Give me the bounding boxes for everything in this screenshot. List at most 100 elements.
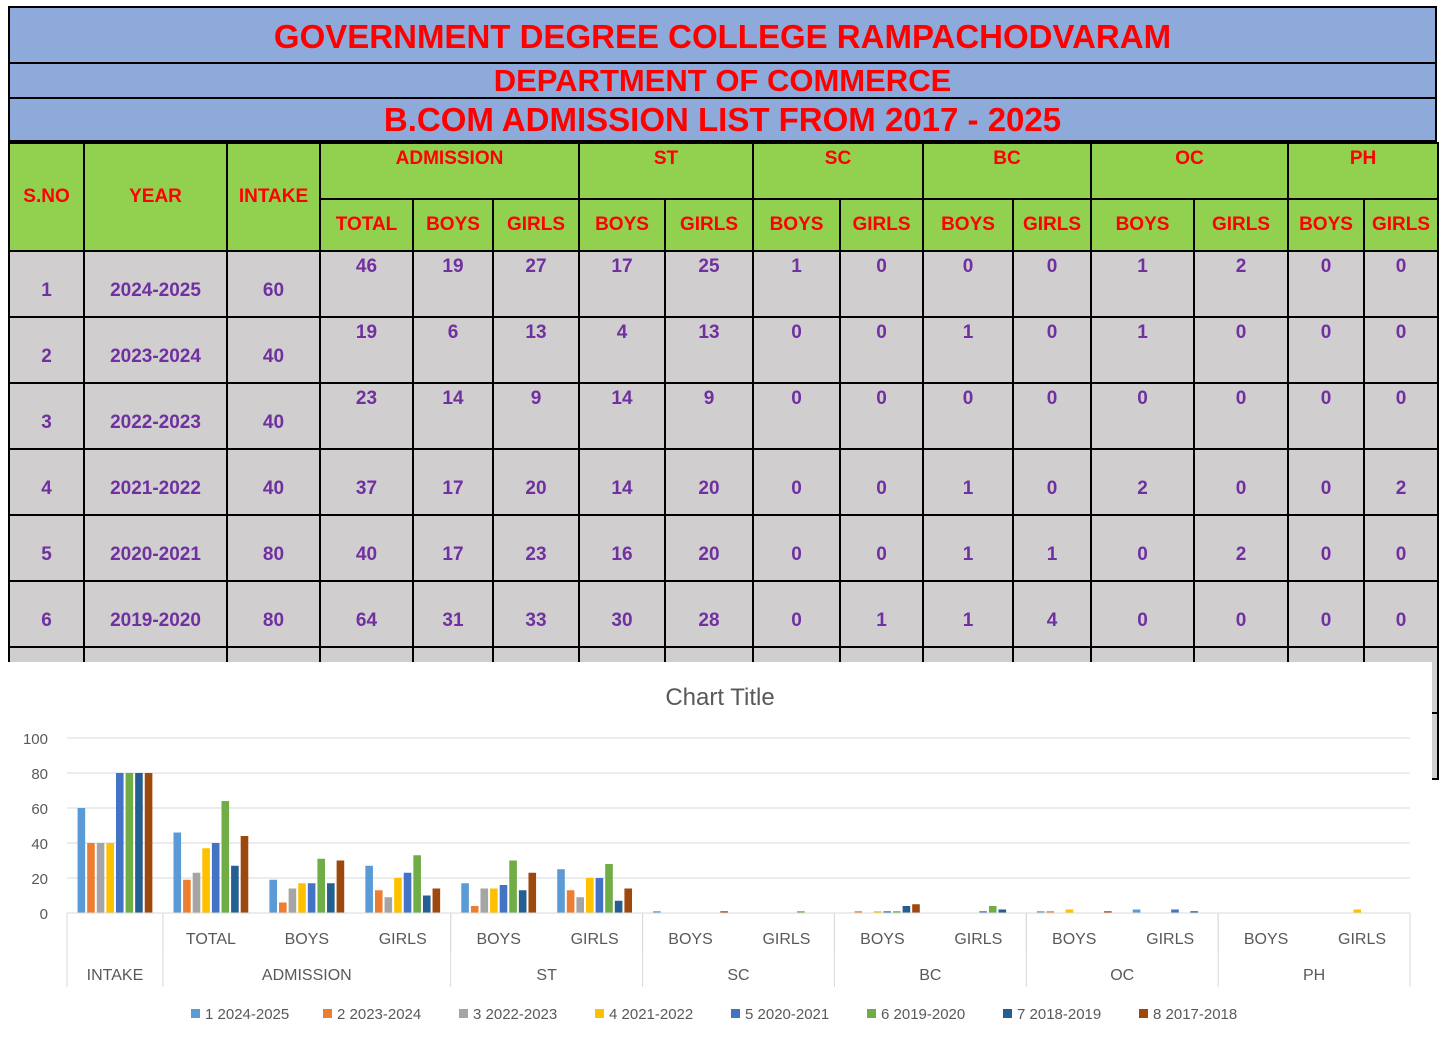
legend-label: 7 2018-2019 <box>1017 1006 1101 1023</box>
bar <box>1353 909 1362 913</box>
bar <box>211 843 220 913</box>
sub-header-girls: GIRLS <box>1011 198 1093 252</box>
bar <box>614 900 623 913</box>
y-tick-label: 0 <box>40 906 48 923</box>
y-tick-label: 60 <box>31 801 48 818</box>
bar <box>1036 911 1045 913</box>
cell-st-boys: 14 <box>578 448 666 516</box>
x-tick-label: BOYS <box>476 931 520 948</box>
cell-total: 40 <box>319 514 414 582</box>
cell-bc-girls: 0 <box>1011 382 1093 450</box>
cell-oc-girls: 0 <box>1193 382 1290 450</box>
cell-bc-girls: 1 <box>1011 514 1093 582</box>
table-row: 5 2020-2021 80 40 17 23 16 20 0 0 1 1 0 2 0 0 <box>8 514 1440 582</box>
cell-oc-girls: 0 <box>1193 580 1290 648</box>
cell-ph-boys: 0 <box>1287 514 1366 582</box>
bar <box>566 890 575 913</box>
cell-boys: 17 <box>412 448 494 516</box>
cell-intake: 80 <box>226 580 321 648</box>
cell-bc-girls: 4 <box>1011 580 1093 648</box>
group-label: OC <box>1110 967 1134 984</box>
legend-label: 6 2019-2020 <box>881 1006 965 1023</box>
bar <box>135 773 143 913</box>
bar <box>892 911 901 913</box>
cell-bc-boys: 1 <box>922 448 1014 516</box>
cell-oc-boys: 1 <box>1090 316 1196 384</box>
group-header-admission: ADMISSION <box>319 142 580 200</box>
admission-chart: Chart Title 0 20 40 60 80 100 TOTAL BOYS GIRLS BO… <box>8 662 1432 1041</box>
table-row: 6 2019-2020 80 64 31 33 30 28 0 1 1 4 0 0 0 0 <box>8 580 1440 648</box>
bar <box>509 860 517 913</box>
cell-oc-girls: 2 <box>1193 514 1290 582</box>
bar <box>595 878 604 913</box>
cell-sno: 4 <box>8 448 85 516</box>
x-tick-label: BOYS <box>285 931 329 948</box>
chart-plot: 0 20 40 60 80 100 TOTAL BOYS GIRLS BOYS GIRLS BOYS G… <box>23 731 1411 1023</box>
sub-header-girls: GIRLS <box>492 198 580 252</box>
cell-sc-boys: 0 <box>752 448 841 516</box>
col-header-intake: INTAKE <box>226 142 321 252</box>
cell-sno: 1 <box>8 250 85 318</box>
x-tick-label: GIRLS <box>1338 931 1386 948</box>
cell-ph-girls: 0 <box>1363 250 1440 318</box>
cell-total: 46 <box>319 250 414 318</box>
x-tick-label: BOYS <box>668 931 712 948</box>
sub-header-girls: GIRLS <box>664 198 754 252</box>
y-tick-label: 100 <box>23 731 48 748</box>
cell-bc-girls: 0 <box>1011 448 1093 516</box>
legend-swatch <box>191 1009 200 1018</box>
bar <box>797 911 805 913</box>
bar <box>653 911 661 913</box>
legend-swatch <box>731 1009 740 1018</box>
x-tick-label: TOTAL <box>186 931 236 948</box>
bar <box>1171 909 1179 913</box>
x-tick-label: GIRLS <box>762 931 810 948</box>
y-tick-label: 20 <box>31 871 48 888</box>
bar <box>461 883 469 913</box>
department-title: DEPARTMENT OF COMMERCE <box>8 64 1437 99</box>
x-tick-label: BOYS <box>1052 931 1096 948</box>
cell-boys: 31 <box>412 580 494 648</box>
table-row: 3 2022-2023 40 23 14 9 14 9 0 0 0 0 0 0 0 0 <box>8 382 1440 450</box>
cell-sno: 2 <box>8 316 85 384</box>
bar <box>413 855 421 913</box>
group-label: BC <box>919 967 941 984</box>
cell-sc-boys: 1 <box>752 250 841 318</box>
bar <box>624 888 633 913</box>
cell-oc-girls: 0 <box>1193 448 1290 516</box>
cell-girls: 23 <box>492 514 580 582</box>
cell-year: 2021-2022 <box>83 448 228 516</box>
cell-oc-girls: 2 <box>1193 250 1290 318</box>
bar <box>518 890 527 913</box>
cell-ph-girls: 2 <box>1363 448 1440 516</box>
bar <box>327 883 335 913</box>
cell-st-boys: 4 <box>578 316 666 384</box>
cell-girls: 33 <box>492 580 580 648</box>
bar <box>470 906 479 913</box>
cell-ph-boys: 0 <box>1287 580 1366 648</box>
cell-ph-girls: 0 <box>1363 316 1440 384</box>
cell-ph-boys: 0 <box>1287 316 1366 384</box>
cell-oc-boys: 0 <box>1090 580 1196 648</box>
bar <box>528 872 537 913</box>
cell-boys: 6 <box>412 316 494 384</box>
cell-bc-girls: 0 <box>1011 250 1093 318</box>
cell-year: 2022-2023 <box>83 382 228 450</box>
bar <box>1190 911 1198 913</box>
legend-label: 4 2021-2022 <box>609 1006 693 1023</box>
cell-oc-boys: 2 <box>1090 448 1196 516</box>
bar <box>298 883 306 913</box>
cell-year: 2023-2024 <box>83 316 228 384</box>
bar <box>1046 911 1055 913</box>
x-tick-label: BOYS <box>1244 931 1288 948</box>
bar <box>240 836 249 913</box>
cell-intake: 40 <box>226 448 321 516</box>
cell-st-boys: 14 <box>578 382 666 450</box>
cell-st-girls: 13 <box>664 316 754 384</box>
group-header-sc: SC <box>752 142 924 200</box>
x-tick-label: GIRLS <box>379 931 427 948</box>
group-label: ST <box>536 967 557 984</box>
bar <box>1132 909 1141 913</box>
cell-ph-girls: 0 <box>1363 382 1440 450</box>
college-title: GOVERNMENT DEGREE COLLEGE RAMPACHODVARAM <box>8 6 1437 64</box>
